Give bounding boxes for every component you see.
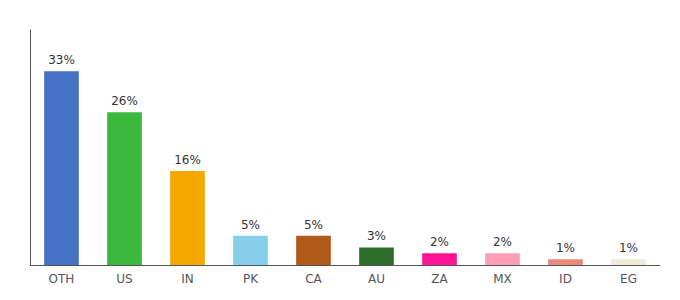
svg-text:2%: 2% <box>493 235 512 249</box>
svg-text:1%: 1% <box>556 241 575 255</box>
svg-text:ID: ID <box>559 272 572 286</box>
svg-text:IN: IN <box>181 272 194 286</box>
svg-text:OTH: OTH <box>49 272 75 286</box>
svg-text:MX: MX <box>493 272 512 286</box>
svg-text:PK: PK <box>243 272 259 286</box>
svg-text:5%: 5% <box>304 218 323 232</box>
svg-text:26%: 26% <box>111 94 138 108</box>
svg-text:AU: AU <box>368 272 385 286</box>
svg-text:US: US <box>116 272 132 286</box>
svg-text:33%: 33% <box>48 53 75 67</box>
svg-text:1%: 1% <box>619 241 638 255</box>
svg-text:16%: 16% <box>174 153 201 167</box>
svg-text:5%: 5% <box>241 218 260 232</box>
svg-text:ZA: ZA <box>431 272 448 286</box>
svg-text:EG: EG <box>620 272 637 286</box>
svg-text:3%: 3% <box>367 229 386 243</box>
svg-text:CA: CA <box>305 272 322 286</box>
svg-text:2%: 2% <box>430 235 449 249</box>
